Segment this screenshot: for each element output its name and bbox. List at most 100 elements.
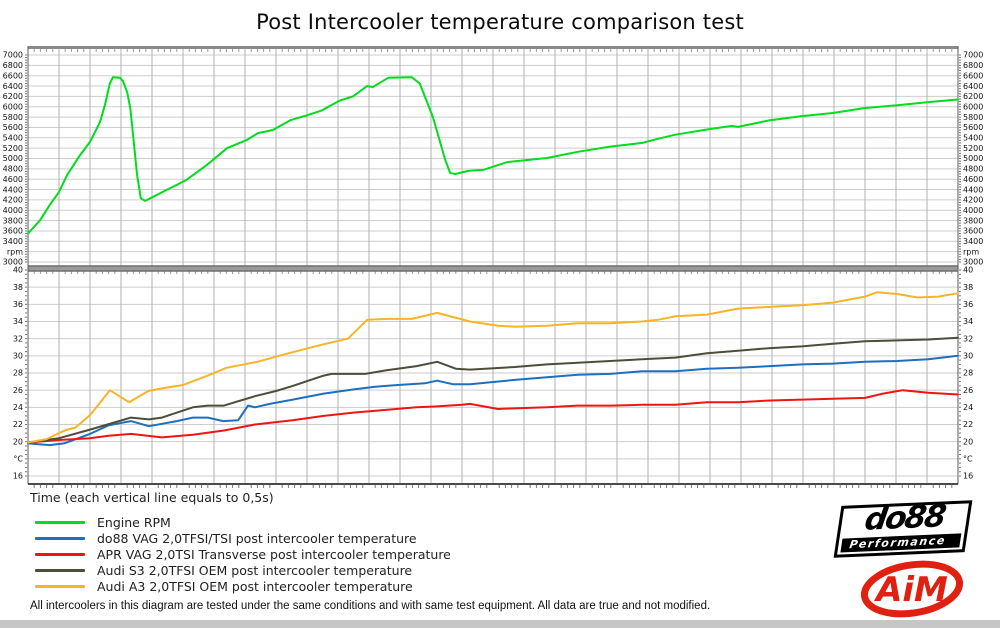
tick-label: 4200	[3, 196, 23, 205]
tick-label: 36	[13, 300, 23, 309]
tick-label: 6800	[963, 61, 983, 70]
tick-label: 4400	[3, 185, 23, 194]
aim-logo-ellipse	[860, 560, 964, 618]
tick-label: 4600	[3, 175, 23, 184]
tick-label: 6600	[963, 71, 983, 80]
tick-label: 40	[13, 266, 23, 275]
tick-label: 3000	[3, 258, 23, 267]
tick-label: 3800	[963, 216, 983, 225]
tick-label: 4200	[963, 196, 983, 205]
do88-logo-text: do88	[862, 498, 947, 538]
legend-item: do88 VAG 2,0TFSI/TSI post intercooler te…	[35, 530, 451, 546]
aim-logo: AiM	[860, 560, 964, 618]
panel-borders	[27, 46, 959, 485]
tick-label: rpm	[963, 247, 979, 256]
tick-label: 4000	[963, 206, 983, 215]
gridlines	[27, 48, 959, 484]
tick-label: 5600	[963, 123, 983, 132]
series-line	[27, 389, 959, 444]
disclaimer-note: All intercoolers in this diagram are tes…	[30, 600, 711, 612]
series-line	[27, 354, 959, 447]
tick-label: 7000	[963, 51, 983, 60]
tick-label: 5400	[963, 134, 983, 143]
tick-label: 5000	[3, 154, 23, 163]
tick-label: 16	[13, 472, 23, 481]
tick-label: 4400	[963, 185, 983, 194]
x-axis-label: Time (each vertical line equals to 0,5s)	[30, 490, 274, 505]
tick-label: 26	[13, 386, 23, 395]
tick-label: 4800	[963, 165, 983, 174]
tick-label: 26	[963, 386, 973, 395]
tick-label: 34	[13, 317, 23, 326]
legend-item: Audi A3 2,0TFSI OEM post intercooler tem…	[35, 579, 451, 595]
do88-logo-subtext: Performance	[840, 533, 962, 553]
tick-label: 5400	[3, 134, 23, 143]
tick-label: 3000	[963, 258, 983, 267]
tick-label: 22	[13, 420, 23, 429]
tick-label: 6200	[3, 92, 23, 101]
tick-label: 6400	[963, 82, 983, 91]
legend-swatch-line	[35, 536, 85, 540]
aim-logo-text: AiM	[873, 570, 948, 610]
tick-label: 3400	[3, 237, 23, 246]
legend-swatch-line	[35, 552, 85, 556]
tick-label: 5200	[963, 144, 983, 153]
tick-label: 3400	[963, 237, 983, 246]
tick-label: 32	[963, 334, 973, 343]
tick-label: 6800	[3, 61, 23, 70]
tick-label: 5800	[963, 113, 983, 122]
series-lines	[27, 76, 959, 447]
tick-label: 40	[963, 266, 973, 275]
legend-swatch-line	[35, 520, 85, 524]
legend-swatch-line	[35, 569, 85, 573]
tick-label: 6600	[3, 71, 23, 80]
legend-item: APR VAG 2,0TSI Transverse post intercool…	[35, 546, 451, 562]
tick-label: 7000	[3, 51, 23, 60]
tick-label: 3800	[3, 216, 23, 225]
tick-label: rpm	[7, 247, 23, 256]
tick-label: 16	[963, 472, 973, 481]
tick-label: 30	[963, 352, 973, 361]
series-line	[27, 291, 959, 444]
tick-label: °C	[963, 455, 973, 464]
tick-label: 24	[13, 403, 23, 412]
legend-item-label: APR VAG 2,0TSI Transverse post intercool…	[97, 546, 451, 562]
series-line	[27, 336, 959, 444]
legend-item-label: do88 VAG 2,0TFSI/TSI post intercooler te…	[97, 530, 417, 546]
tick-label: 4800	[3, 165, 23, 174]
tick-label: 5000	[963, 154, 983, 163]
tick-label: 3600	[3, 227, 23, 236]
legend-item: Engine RPM	[35, 514, 451, 530]
tick-label: 5200	[3, 144, 23, 153]
tick-label: 20	[963, 437, 973, 446]
tick-label: 5800	[3, 113, 23, 122]
tick-label: 20	[13, 437, 23, 446]
tick-label: 38	[963, 283, 973, 292]
tick-label: 5600	[3, 123, 23, 132]
tick-label: 22	[963, 420, 973, 429]
legend: Engine RPM do88 VAG 2,0TFSI/TSI post int…	[35, 514, 451, 595]
series-line	[27, 76, 959, 235]
tick-label: 6000	[963, 102, 983, 111]
legend-item-label: Audi S3 2,0TFSI OEM post intercooler tem…	[97, 563, 413, 579]
tick-label: 6400	[3, 82, 23, 91]
tick-label: 30	[13, 352, 23, 361]
tick-label: 38	[13, 283, 23, 292]
tick-label: 36	[963, 300, 973, 309]
legend-item-label: Audi A3 2,0TFSI OEM post intercooler tem…	[97, 579, 413, 595]
legend-item-label: Engine RPM	[97, 514, 171, 530]
tick-label: 28	[963, 369, 973, 378]
legend-item: Audi S3 2,0TFSI OEM post intercooler tem…	[35, 563, 451, 579]
bottom-gray-strip	[0, 620, 1000, 628]
tick-label: 34	[963, 317, 973, 326]
tick-label: 6000	[3, 102, 23, 111]
tick-label: 24	[963, 403, 973, 412]
do88-logo: do88 Performance	[833, 498, 973, 558]
tick-label: 6200	[963, 92, 983, 101]
tick-label: 28	[13, 369, 23, 378]
tick-label: °C	[13, 455, 23, 464]
tick-label: 3600	[963, 227, 983, 236]
